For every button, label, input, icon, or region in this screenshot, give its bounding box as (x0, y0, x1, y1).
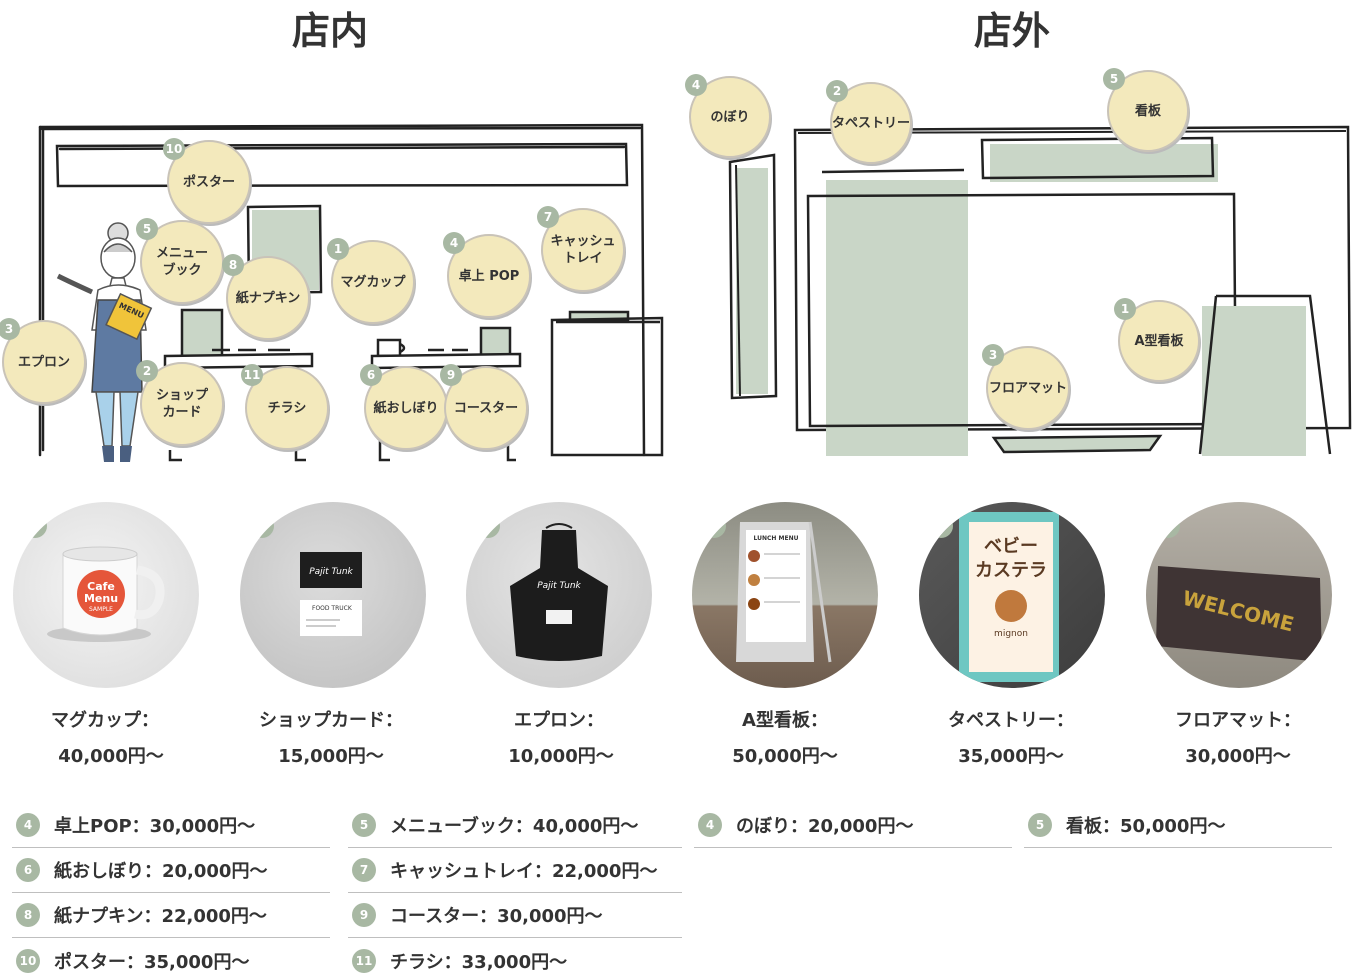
tapestry-photo: 2 ベビー カステラ mignon (919, 502, 1105, 688)
product-name: タペストリー： (948, 710, 1074, 731)
product-price: 10,000円〜 (508, 746, 614, 767)
product-price: 50,000円〜 (732, 746, 838, 767)
outside-section-title: 店外 (968, 6, 1057, 56)
bubble-mug[interactable]: 1 マグカップ (327, 238, 415, 324)
shop-card-photo: 2 Pajit Tunk FOOD TRUCK (240, 502, 426, 688)
svg-text:LUNCH MENU: LUNCH MENU (754, 535, 799, 542)
bubble-banner-flag[interactable]: 4 のぼり (685, 74, 771, 158)
a-frame-sign-photo: 1 LUNCH MENU (692, 502, 878, 688)
svg-text:Pajit Tunk: Pajit Tunk (309, 567, 353, 577)
inside-shop-illustration: MENU (38, 123, 664, 462)
svg-text:mignon: mignon (994, 629, 1028, 639)
product-price: 15,000円〜 (278, 746, 384, 767)
bubble-apron[interactable]: 3 エプロン (0, 318, 86, 404)
list-item: 7 キャッシュトレイ：22,000円〜 (348, 848, 682, 893)
mug-photo: 1 Cafe Menu SAMPLE (13, 502, 199, 688)
list-item: 9 コースター：30,000円〜 (348, 893, 682, 938)
product-name: A型看板： (742, 710, 828, 731)
bubble-poster[interactable]: 10 ポスター (163, 138, 251, 224)
product-name: ショップカード： (259, 710, 403, 731)
bubble-menu-book[interactable]: 5 メニュー ブック (136, 218, 224, 304)
svg-text:Menu: Menu (84, 592, 118, 605)
bubble-tapestry[interactable]: 2 タペストリー (826, 80, 912, 164)
product-price: 40,000円〜 (58, 746, 164, 767)
bubble-table-pop[interactable]: 4 卓上 POP (443, 232, 531, 318)
bubble-shop-card[interactable]: 2 ショップ カード (136, 360, 224, 446)
bubble-floor-mat[interactable]: 3 フロアマット (982, 344, 1070, 430)
product-price: 30,000円〜 (1185, 746, 1291, 767)
list-item: 5 看板：50,000円〜 (1024, 803, 1332, 848)
list-item: 8 紙ナプキン：22,000円〜 (12, 893, 330, 938)
list-item: 6 紙おしぼり：20,000円〜 (12, 848, 330, 893)
list-item: 5 メニューブック：40,000円〜 (348, 803, 682, 848)
svg-text:カステラ: カステラ (975, 560, 1047, 581)
list-item: 4 のぼり：20,000円〜 (694, 803, 1012, 848)
bubble-coaster[interactable]: 9 コースター (440, 364, 528, 450)
list-item: 11 チラシ：33,000円〜 (348, 938, 682, 973)
inside-section-title: 店内 (286, 6, 375, 56)
staff-figure: MENU (56, 222, 153, 462)
svg-text:Pajit Tunk: Pajit Tunk (537, 581, 581, 591)
bubble-paper-napkin[interactable]: 8 紙ナプキン (222, 254, 310, 340)
svg-text:FOOD TRUCK: FOOD TRUCK (312, 605, 353, 612)
svg-text:Cafe: Cafe (87, 580, 115, 593)
bubble-flyer[interactable]: 11 チラシ (241, 364, 329, 450)
bubble-cash-tray[interactable]: 7 キャッシュ トレイ (537, 206, 625, 292)
list-item: 4 卓上POP：30,000円〜 (12, 803, 330, 848)
list-item: 10 ポスター：35,000円〜 (12, 938, 330, 973)
product-price: 35,000円〜 (958, 746, 1064, 767)
svg-text:ベビー: ベビー (984, 536, 1038, 557)
bubble-paper-towel[interactable]: 6 紙おしぼり (360, 364, 448, 450)
product-name: エプロン： (514, 710, 604, 731)
bubble-a-frame-sign[interactable]: 1 A型看板 (1114, 298, 1200, 382)
apron-photo: 3 Pajit Tunk (466, 502, 652, 688)
svg-text:SAMPLE: SAMPLE (89, 606, 113, 613)
floor-mat-photo: 3 WELCOME (1146, 502, 1332, 688)
product-name: フロアマット： (1175, 710, 1301, 731)
bubble-signboard[interactable]: 5 看板 (1103, 68, 1189, 152)
product-name: マグカップ： (51, 710, 159, 731)
